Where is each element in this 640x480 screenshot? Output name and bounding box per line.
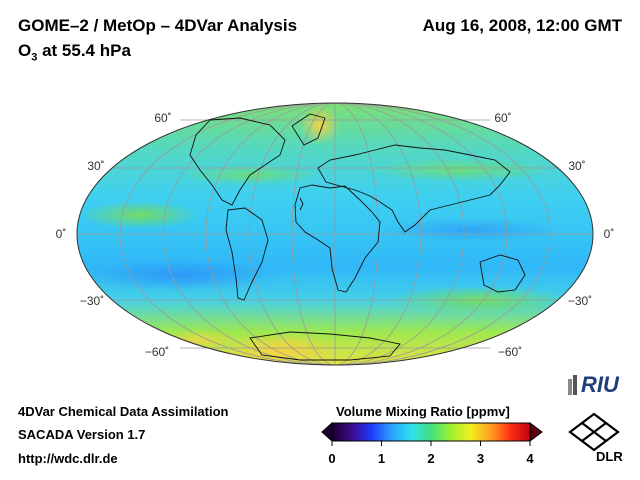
footer-url[interactable]: http://wdc.dlr.de (18, 451, 118, 466)
colorbar-ticks (331, 441, 531, 446)
colorbar (321, 421, 543, 446)
colorbar-title: Volume Mixing Ratio [ppmv] (336, 404, 510, 419)
lat-label-30s-left: −30˚ (79, 294, 105, 308)
subtitle-species: O (18, 41, 32, 60)
lat-label-60n-left: 60˚ (154, 111, 172, 125)
map-datetime: Aug 16, 2008, 12:00 GMT (422, 16, 622, 35)
map-subtitle: O3 at 55.4 hPa (18, 41, 131, 63)
lat-label-30n-left: 30˚ (87, 159, 105, 173)
riu-building-icon (568, 375, 577, 395)
colorbar-tick-3: 3 (476, 451, 485, 466)
colorbar-tick-1: 1 (377, 451, 386, 466)
lat-label-30s-right: −30˚ (567, 294, 593, 308)
colorbar-tick-0: 0 (328, 451, 336, 466)
colorbar-tick-2: 2 (427, 451, 435, 466)
footer-version: SACADA Version 1.7 (18, 427, 146, 442)
dlr-logo-text: DLR (596, 449, 623, 464)
coastlines (189, 113, 526, 361)
riu-logo-text: RIU (581, 372, 619, 397)
colorbar-low-arrow (321, 421, 333, 443)
subtitle-subscript: 3 (31, 51, 38, 64)
subtitle-level: at 55.4 hPa (37, 41, 131, 60)
lat-label-60n-right: 60˚ (494, 111, 512, 125)
riu-logo: RIU (566, 372, 619, 398)
lat-label-0-left: 0˚ (55, 227, 67, 241)
colorbar-tick-4: 4 (526, 451, 534, 466)
lat-label-0-right: 0˚ (603, 227, 615, 241)
lat-label-60s-right: −60˚ (497, 345, 523, 359)
map-title: GOME–2 / MetOp – 4DVar Analysis (18, 16, 298, 35)
map-border (76, 102, 594, 366)
lat-label-60s-left: −60˚ (144, 345, 170, 359)
lat-label-30n-right: 30˚ (568, 159, 586, 173)
dlr-logo-icon (568, 412, 620, 452)
colorbar-high-arrow (529, 422, 543, 442)
colorbar-bar (331, 422, 531, 442)
footer-system-name: 4DVar Chemical Data Assimilation (18, 404, 229, 419)
